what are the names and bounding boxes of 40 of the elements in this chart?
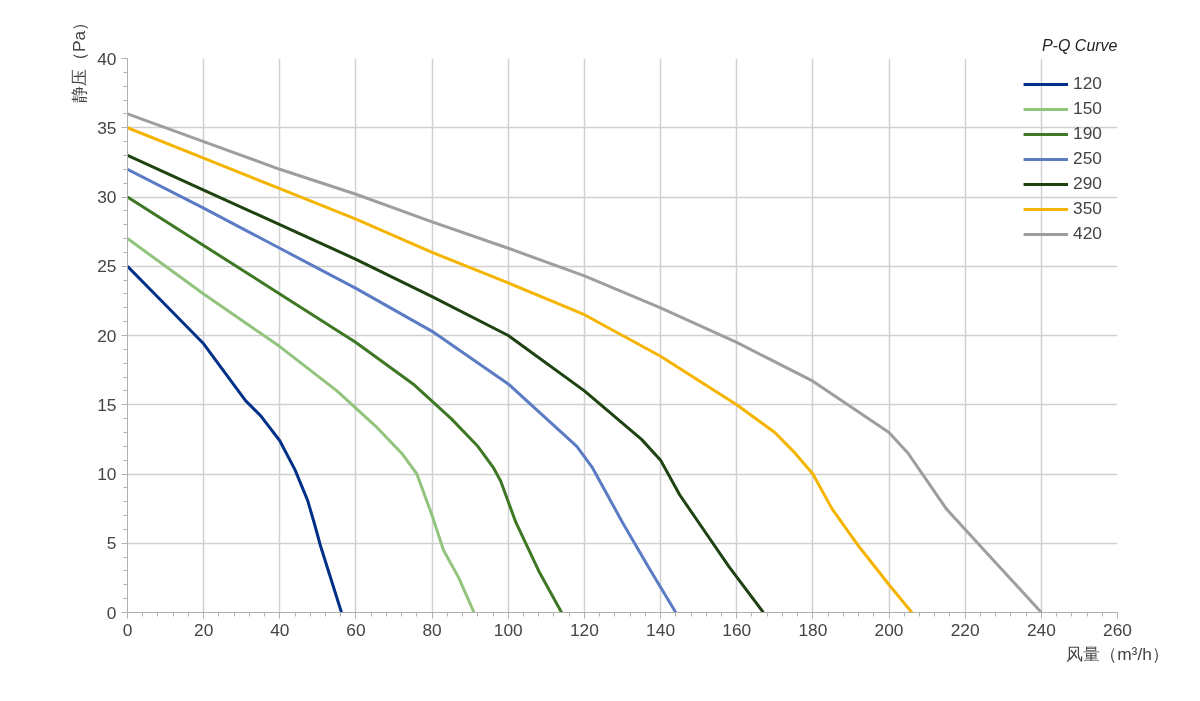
y-tick-label: 15 [97,394,117,415]
x-axis-title: 风量（m³/h） [1066,643,1169,664]
legend-label: 420 [1073,223,1102,244]
x-tick-label: 60 [346,619,366,640]
line-series [127,167,678,613]
line-series [127,264,343,613]
x-tick-label: 240 [1026,619,1056,640]
x-tick-label: 260 [1103,619,1132,640]
legend-label: 250 [1073,148,1102,169]
x-tick-label: 160 [722,619,752,640]
x-tick-label: 80 [422,619,442,640]
x-tick-label: 220 [950,619,980,640]
line-series [127,112,1043,613]
y-tick-label: 20 [97,325,117,346]
legend-label: 350 [1073,198,1102,219]
x-tick-label: 200 [874,619,904,640]
x-tick-label: 0 [122,619,133,640]
x-tick-label: 140 [646,619,676,640]
line-series [127,153,765,613]
legend-label: 150 [1073,98,1102,119]
x-tick-label: 120 [569,619,599,640]
y-tick-label: 35 [97,117,117,138]
x-tick-label: 20 [194,619,214,640]
x-tick-label: 180 [798,619,828,640]
y-tick-label: 30 [97,187,117,207]
y-tick-label: 0 [106,602,117,623]
y-tick-label: 25 [97,256,117,277]
y-axis-title: 静压（Pa） [69,13,90,104]
line-series [127,237,476,613]
x-tick-label: 40 [270,619,290,640]
y-tick-label: 5 [106,533,117,554]
line-series [127,126,914,613]
y-tick-label: 40 [97,48,117,69]
legend-label: 120 [1073,73,1102,94]
chart-title: P-Q Curve [1041,36,1118,54]
legend-label: 290 [1073,173,1102,194]
x-tick-label: 100 [493,619,523,640]
legend-label: 190 [1073,123,1102,144]
line-series [127,195,564,613]
y-tick-label: 10 [97,464,117,484]
